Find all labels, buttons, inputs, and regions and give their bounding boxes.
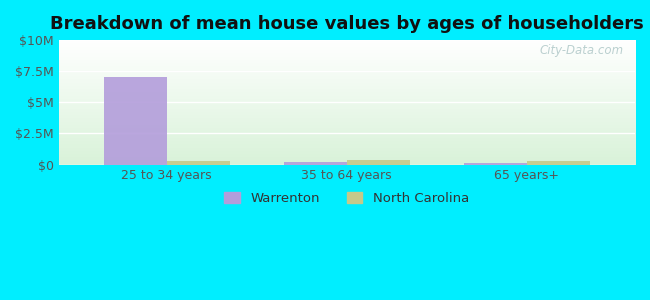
Title: Breakdown of mean house values by ages of householders: Breakdown of mean house values by ages o… <box>50 15 644 33</box>
Bar <box>347 160 410 165</box>
Bar <box>464 163 527 165</box>
Bar <box>527 161 590 165</box>
Bar <box>166 161 229 165</box>
Bar <box>284 162 347 165</box>
Text: City-Data.com: City-Data.com <box>540 44 623 57</box>
Legend: Warrenton, North Carolina: Warrenton, North Carolina <box>219 186 474 210</box>
Bar <box>103 77 166 165</box>
